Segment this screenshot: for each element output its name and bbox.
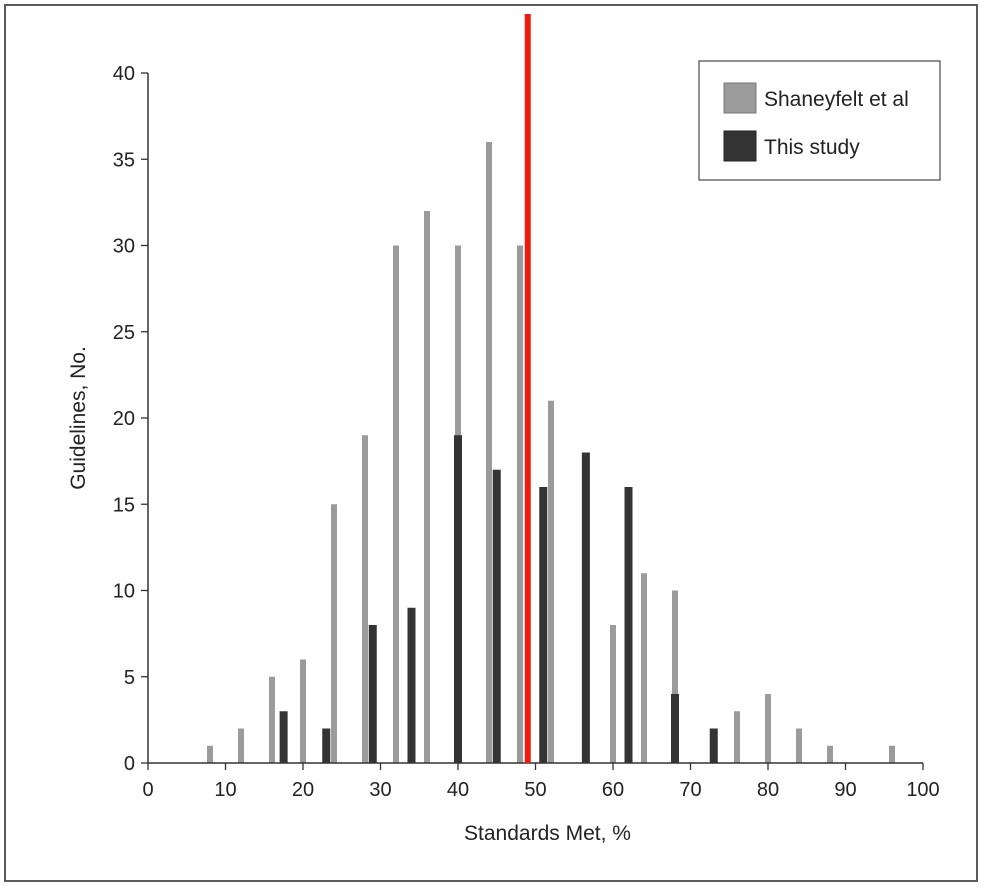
- x-tick-label-30: 30: [369, 779, 391, 801]
- x-tick-label-60: 60: [602, 779, 624, 801]
- x-tick-label-80: 80: [757, 779, 779, 801]
- bar-shaneyfelt-96: [889, 745, 895, 763]
- bar-shaneyfelt-48: [517, 245, 523, 763]
- x-tick-label-70: 70: [679, 779, 701, 801]
- bar-shaneyfelt-8: [207, 745, 213, 763]
- x-tick-label-40: 40: [447, 779, 469, 801]
- bar-shaneyfelt-52: [548, 400, 554, 763]
- legend-box: [698, 60, 941, 181]
- bar-this-study-62: [624, 487, 633, 763]
- x-tick-label-20: 20: [292, 779, 314, 801]
- x-tick-label-10: 10: [214, 779, 236, 801]
- legend-label-shaneyfelt: Shaneyfelt et al: [764, 88, 909, 111]
- x-tick-label-90: 90: [834, 779, 856, 801]
- bar-this-study-23: [322, 728, 331, 763]
- bar-shaneyfelt-80: [765, 694, 771, 763]
- bar-shaneyfelt-76: [734, 711, 740, 763]
- bar-this-study-68: [671, 694, 679, 763]
- bar-this-study-17_5: [279, 711, 288, 763]
- bar-this-study-45: [492, 469, 501, 763]
- y-tick-label-5: 5: [124, 667, 135, 689]
- bar-shaneyfelt-60: [610, 625, 616, 763]
- y-tick-label-20: 20: [113, 408, 135, 430]
- legend: Shaneyfelt et al This study: [698, 60, 941, 181]
- bar-shaneyfelt-32: [393, 245, 399, 763]
- legend-swatch-this-study: [723, 130, 757, 162]
- y-tick-label-15: 15: [113, 494, 135, 516]
- y-tick-label-40: 40: [113, 63, 135, 85]
- bar-shaneyfelt-68: [672, 590, 678, 763]
- bar-this-study-40: [454, 435, 462, 763]
- bar-this-study-34: [407, 607, 416, 763]
- bar-this-study-51: [539, 487, 548, 763]
- bar-shaneyfelt-44: [486, 142, 492, 763]
- bar-shaneyfelt-12: [238, 728, 244, 763]
- bar-this-study-56_5: [581, 452, 590, 763]
- bar-shaneyfelt-84: [796, 728, 802, 763]
- bar-shaneyfelt-24: [331, 504, 337, 763]
- y-tick-label-30: 30: [113, 236, 135, 258]
- y-axis-title: Guidelines, No.: [67, 346, 90, 490]
- bar-shaneyfelt-20: [300, 659, 306, 763]
- y-tick-label-0: 0: [124, 753, 135, 775]
- legend-label-this-study: This study: [764, 136, 860, 159]
- x-tick-label-0: 0: [142, 779, 153, 801]
- bars-group: [207, 142, 895, 763]
- x-tick-label-50: 50: [524, 779, 546, 801]
- x-axis-title: Standards Met, %: [464, 822, 631, 845]
- y-tick-label-35: 35: [113, 149, 135, 171]
- bar-shaneyfelt-28: [362, 435, 368, 763]
- bar-this-study-29: [368, 625, 377, 763]
- x-tick-label-100: 100: [906, 779, 939, 801]
- bar-shaneyfelt-88: [827, 745, 833, 763]
- y-tick-label-25: 25: [113, 322, 135, 344]
- legend-swatch-shaneyfelt: [723, 82, 757, 114]
- bar-shaneyfelt-36: [424, 211, 430, 763]
- y-tick-label-10: 10: [113, 581, 135, 603]
- ticks-group: 0 10 20 30 40 50 60 70 80 90 100 0 5 10 15 20 25 30 35 40: [113, 63, 940, 801]
- bar-shaneyfelt-64: [641, 573, 647, 763]
- bar-this-study-73: [709, 728, 718, 763]
- bar-shaneyfelt-16: [269, 676, 275, 763]
